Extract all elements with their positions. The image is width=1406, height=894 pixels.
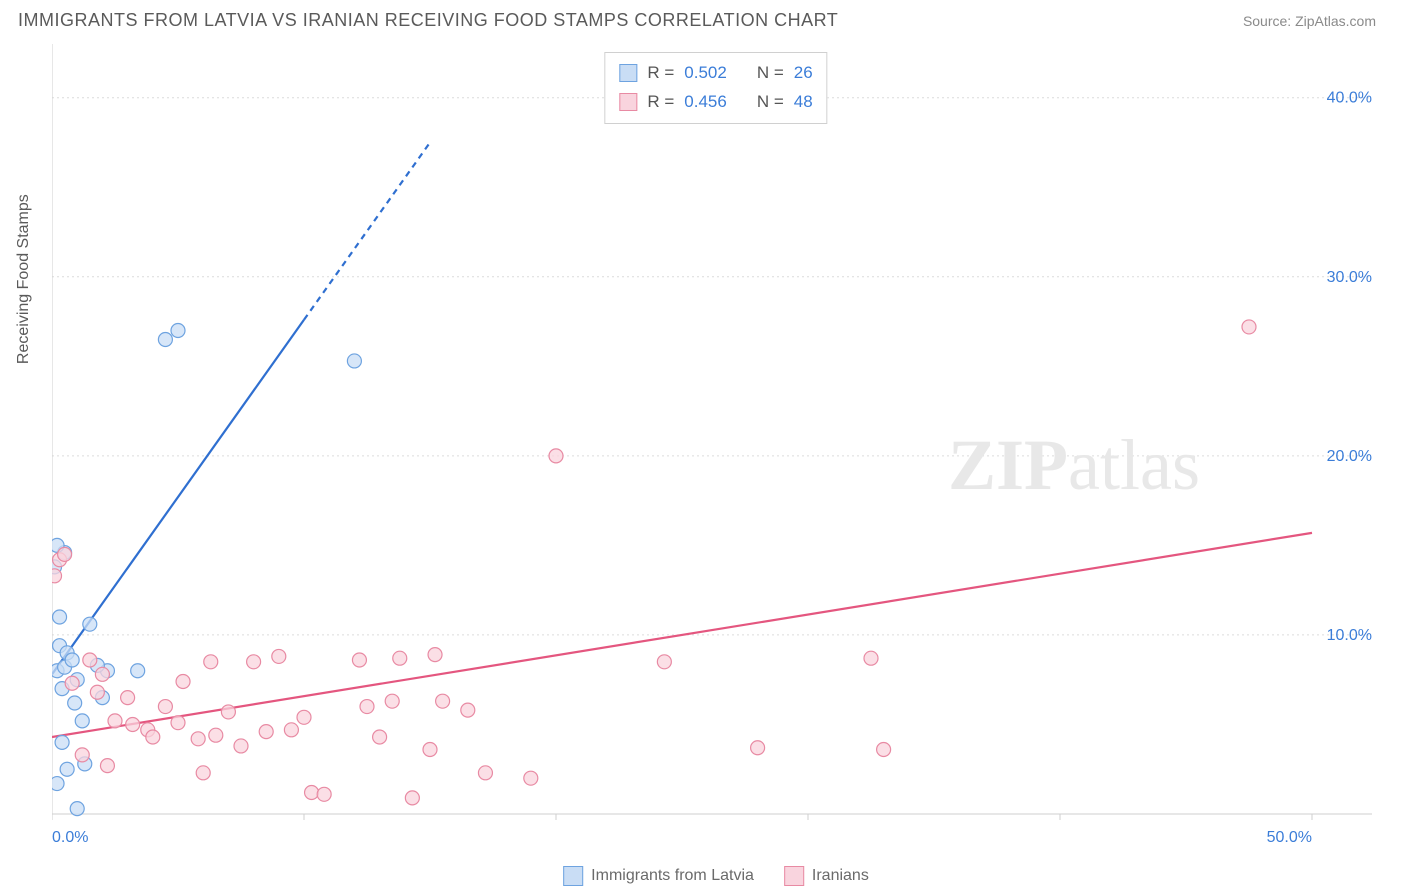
svg-text:30.0%: 30.0%: [1327, 269, 1372, 286]
legend-item: Immigrants from Latvia: [563, 866, 754, 886]
chart-title: IMMIGRANTS FROM LATVIA VS IRANIAN RECEIV…: [18, 10, 838, 31]
svg-text:40.0%: 40.0%: [1327, 90, 1372, 107]
legend-row: R = 0.502 N = 26: [619, 59, 812, 88]
legend-label: Immigrants from Latvia: [591, 867, 754, 885]
r-label: R =: [647, 59, 674, 88]
r-value: 0.456: [684, 88, 727, 117]
n-value: 26: [794, 59, 813, 88]
n-label: N =: [757, 59, 784, 88]
svg-text:0.0%: 0.0%: [52, 829, 88, 846]
n-label: N =: [757, 88, 784, 117]
legend-row: R = 0.456 N = 48: [619, 88, 812, 117]
r-value: 0.502: [684, 59, 727, 88]
legend-swatch: [619, 64, 637, 82]
legend-swatch: [619, 93, 637, 111]
svg-text:10.0%: 10.0%: [1327, 627, 1372, 644]
svg-text:50.0%: 50.0%: [1267, 829, 1312, 846]
chart-header: IMMIGRANTS FROM LATVIA VS IRANIAN RECEIV…: [0, 0, 1406, 35]
scatter-chart-svg: 10.0% 20.0% 30.0% 40.0% 0.0% 50.0%: [52, 44, 1380, 894]
y-axis-label: Receiving Food Stamps: [15, 194, 33, 364]
source-prefix: Source:: [1243, 13, 1295, 29]
plot-area: 10.0%20.0%30.0%40.0%0.0%50.0% ZIPatlas R…: [52, 44, 1380, 854]
legend-label: Iranians: [812, 867, 869, 885]
source-link[interactable]: ZipAtlas.com: [1295, 13, 1376, 29]
legend-swatch: [784, 866, 804, 886]
r-label: R =: [647, 88, 674, 117]
chart-container: Receiving Food Stamps 10.0%20.0%30.0%40.…: [40, 44, 1380, 854]
n-value: 48: [794, 88, 813, 117]
source-attribution: Source: ZipAtlas.com: [1243, 13, 1376, 29]
svg-text:20.0%: 20.0%: [1327, 448, 1372, 465]
correlation-legend-box: R = 0.502 N = 26 R = 0.456 N = 48: [604, 52, 827, 124]
legend-item: Iranians: [784, 866, 869, 886]
legend-swatch: [563, 866, 583, 886]
series-legend: Immigrants from Latvia Iranians: [563, 866, 869, 886]
